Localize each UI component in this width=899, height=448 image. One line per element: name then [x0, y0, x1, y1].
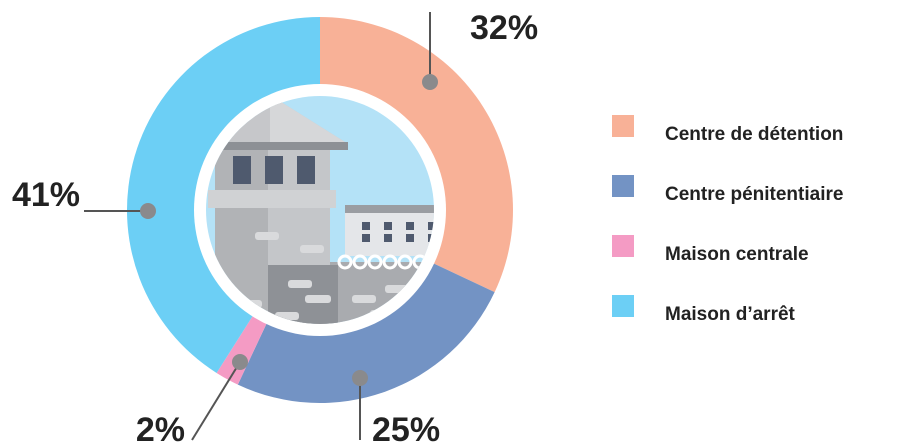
legend-label: Centre pénitentiaire	[665, 184, 843, 205]
leader-dot	[232, 354, 248, 370]
leader-dot	[140, 203, 156, 219]
prison-illustration	[206, 96, 434, 324]
legend-label: Maison d’arrêt	[665, 304, 796, 325]
legend-label: Centre de détention	[665, 124, 843, 145]
leader-dot	[352, 370, 368, 386]
value-label: 25%	[372, 411, 440, 448]
leader-dot	[422, 74, 438, 90]
legend-swatch	[612, 235, 634, 257]
legend-swatch	[612, 295, 634, 317]
value-label: 41%	[12, 176, 80, 214]
value-label: 2%	[136, 411, 185, 448]
value-label: 32%	[470, 9, 538, 47]
legend-label: Maison centrale	[665, 244, 809, 265]
leader-line	[191, 361, 241, 441]
legend-swatch	[612, 115, 634, 137]
legend-swatch	[612, 175, 634, 197]
